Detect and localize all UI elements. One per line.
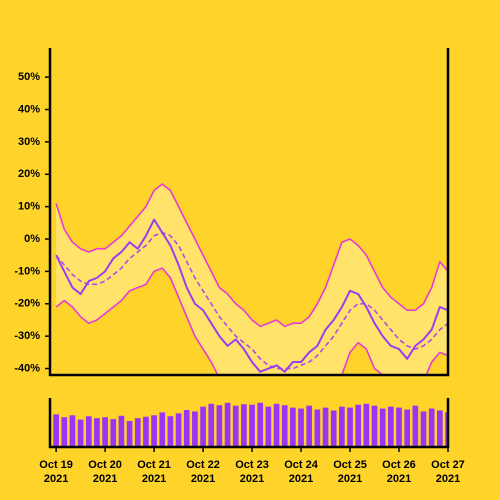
x-tick-label: Oct 23 2021 [235, 459, 269, 485]
volume-bar [445, 412, 447, 446]
moving-average-line [55, 231, 448, 370]
volume-bar [77, 419, 84, 446]
volume-bar [330, 410, 337, 446]
volume-bar [192, 411, 198, 446]
volume-bar [110, 419, 117, 446]
volume-bar [290, 407, 296, 446]
x-tick-label: Oct 25 2021 [333, 459, 367, 485]
x-tick-label: Oct 20 2021 [88, 459, 122, 485]
y-tick-label: 10% [18, 201, 40, 213]
y-tick-label: -40% [14, 362, 40, 374]
volume-bar [273, 403, 280, 446]
volume-bar [314, 409, 321, 446]
x-tick-label: Oct 26 2021 [382, 459, 416, 485]
volume-bar [232, 405, 239, 446]
volume-bar [339, 406, 345, 446]
price-line [55, 218, 448, 373]
volume-bar [61, 417, 68, 446]
volume-bar [371, 405, 378, 446]
volume-bar [159, 412, 166, 446]
y-tick-label: -30% [14, 330, 40, 342]
x-tick-label: Oct 24 2021 [284, 459, 318, 485]
y-tick-label: -20% [14, 298, 40, 310]
volume-bar [183, 410, 190, 446]
volume-bar [404, 409, 411, 446]
volume-bar [143, 416, 149, 446]
x-tick-label: Oct 22 2021 [186, 459, 220, 485]
volume-bar [134, 418, 141, 446]
volume-bar [126, 421, 133, 446]
x-tick-label: Oct 19 2021 [39, 459, 73, 485]
volume-bar [94, 418, 100, 446]
volume-bar [306, 405, 313, 446]
volume-bar [388, 406, 394, 446]
volume-bar [428, 408, 435, 446]
y-tick-label: 0% [24, 233, 40, 245]
y-tick-label: 30% [18, 136, 40, 148]
volume-bar [281, 405, 288, 446]
volume-bar [436, 410, 443, 446]
x-tick-label: Oct 21 2021 [137, 459, 171, 485]
volume-bar [69, 415, 76, 446]
y-tick-label: 20% [18, 168, 40, 180]
axes [45, 48, 450, 452]
volume-bar [175, 413, 182, 446]
volume-bar [102, 417, 108, 446]
volume-bar [151, 415, 157, 446]
volume-bar [298, 408, 304, 446]
volume-bar [355, 404, 362, 446]
band-line [55, 183, 448, 328]
band-line [55, 267, 448, 375]
volume-bar [347, 407, 353, 446]
volume-bar [257, 402, 264, 446]
volume-bar [363, 403, 370, 446]
volume-bar [118, 415, 125, 446]
volume-bar [241, 404, 247, 446]
volume-bar [200, 406, 206, 446]
volume-bar [216, 405, 223, 446]
volume-bar [379, 408, 386, 446]
volume-bar [265, 406, 272, 446]
volume-bar [249, 404, 255, 446]
y-tick-label: 50% [18, 71, 40, 83]
volume-bar [322, 407, 329, 446]
volume-bar [53, 414, 59, 446]
x-tick-label: Oct 27 2021 [431, 459, 465, 485]
y-tick-label: 40% [18, 103, 40, 115]
y-tick-label: -10% [14, 265, 40, 277]
volume-bar [167, 416, 174, 446]
band-fill [56, 183, 448, 375]
volume-bar [420, 411, 427, 446]
volume-bar [412, 405, 419, 446]
plot-area [55, 183, 448, 375]
volume-bar [208, 403, 215, 446]
volume-area [53, 402, 447, 446]
volume-bar [396, 407, 402, 446]
volume-bar [224, 402, 231, 446]
volume-bar [85, 416, 92, 446]
